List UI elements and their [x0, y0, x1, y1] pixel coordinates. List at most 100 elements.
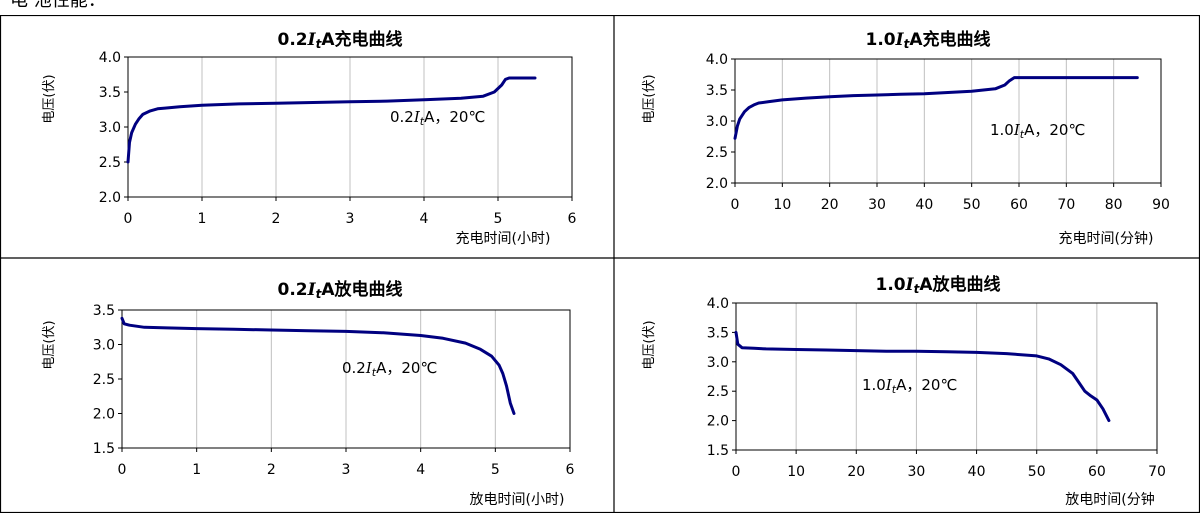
chart-2: 2.02.53.03.54.00 10 20 30 40 50 60 70 80 901.0ItA… — [642, 29, 1170, 247]
x-tick-label: 70 — [1148, 464, 1166, 480]
chart-title: 1.0ItA放电曲线 — [876, 274, 1001, 296]
x-tick-label: 0 — [732, 464, 741, 480]
annotation: 0.2ItA，20℃ — [390, 108, 485, 128]
y-axis-label: 电压(伏) — [42, 320, 57, 369]
x-tick-label: 4 — [420, 211, 429, 227]
annotation-subscript-t: t — [420, 115, 425, 128]
plot-area — [735, 302, 1158, 451]
annotation: 0.2ItA，20℃ — [342, 359, 437, 379]
annotation-rest: A，20℃ — [896, 376, 957, 394]
annotation-subscript-t: t — [892, 383, 897, 396]
annotation-italic-i: I — [885, 376, 893, 394]
x-tick-label: 70 — [1057, 197, 1075, 213]
annotation-number: 0.2 — [342, 359, 366, 377]
chart-title-italic-i: I — [307, 280, 317, 300]
chart-title-rest: A放电曲线 — [919, 274, 1000, 295]
x-axis-label: 放电时间(小时) — [470, 492, 565, 508]
chart-title-rest: A充电曲线 — [909, 29, 990, 50]
x-tick-label: 50 — [963, 197, 981, 213]
x-tick-label: 20 — [821, 197, 839, 213]
y-tick-label: 2.0 — [707, 414, 729, 430]
x-axis-label: 放电时间(分钟 — [1065, 491, 1154, 508]
x-tick-label: 0 — [124, 211, 133, 227]
chart-title: 0.2ItA充电曲线 — [278, 29, 403, 51]
annotation-rest: A，20℃ — [1024, 121, 1085, 139]
y-axis-label: 电压(伏) — [642, 74, 657, 123]
x-tick-label: 6 — [568, 211, 577, 227]
chart-3: 1.52.02.53.03.50 1 2 3 4 5 60.2ItA放电曲线0.2ItA，2… — [42, 279, 575, 508]
x-tick-label: 60 — [1010, 197, 1028, 213]
series-line-1 — [733, 76, 1139, 140]
x-tick-label: 10 — [787, 464, 805, 480]
x-tick-label: 3 — [342, 462, 351, 478]
annotation-subscript-t: t — [1020, 128, 1025, 141]
y-tick-label: 1.5 — [93, 441, 115, 457]
y-axis-label: 电压(伏) — [42, 74, 57, 123]
x-axis-label: 充电时间(小时) — [456, 231, 551, 247]
annotation-number: 1.0 — [990, 121, 1014, 139]
y-tick-label: 4.0 — [99, 50, 121, 66]
x-tick-label: 1 — [192, 462, 201, 478]
x-tick-label: 40 — [968, 464, 986, 480]
chart-title-italic-i: I — [895, 30, 905, 50]
x-tick-label: 80 — [1105, 197, 1123, 213]
chart-title-number: 1.0 — [866, 30, 896, 50]
x-tick-label: 50 — [1028, 464, 1046, 480]
annotation-rest: A，20℃ — [376, 359, 437, 377]
y-tick-label: 1.5 — [707, 443, 729, 459]
chart-4: 1.52.02.53.03.54.00 10 20 30 40 50 60 701.0ItA放… — [642, 274, 1166, 508]
annotation: 1.0ItA，20℃ — [990, 121, 1085, 141]
x-tick-label: 30 — [868, 197, 886, 213]
x-tick-label: 30 — [908, 464, 926, 480]
chart-title: 1.0ItA充电曲线 — [866, 29, 991, 51]
y-tick-label: 3.0 — [706, 114, 728, 130]
y-tick-label: 2.0 — [99, 190, 121, 206]
chart-title-number: 0.2 — [278, 280, 308, 300]
chart-title: 0.2ItA放电曲线 — [278, 279, 403, 301]
chart-title-rest: A放电曲线 — [321, 279, 402, 300]
annotation-italic-i: I — [1013, 121, 1021, 139]
x-tick-label: 3 — [346, 211, 355, 227]
annotation-italic-i: I — [413, 108, 421, 126]
x-tick-label: 2 — [272, 211, 281, 227]
chart-title-subscript-t: t — [316, 287, 323, 301]
x-tick-label: 40 — [915, 197, 933, 213]
series-line-1 — [734, 330, 1111, 423]
y-tick-label: 2.5 — [99, 155, 121, 171]
y-tick-label: 3.0 — [707, 355, 729, 371]
y-axis-label: 电压(伏) — [642, 320, 657, 369]
chart-title-subscript-t: t — [316, 37, 323, 51]
annotation-number: 0.2 — [390, 108, 414, 126]
y-tick-label: 3.5 — [99, 85, 121, 101]
y-tick-label: 3.5 — [93, 303, 115, 319]
annotation-italic-i: I — [365, 359, 373, 377]
chart-title-italic-i: I — [905, 275, 915, 295]
x-tick-label: 90 — [1152, 197, 1170, 213]
series-line-1 — [126, 76, 537, 164]
x-axis-label: 充电时间(分钟) — [1059, 230, 1154, 247]
page-heading: 电 池性能： — [10, 0, 106, 11]
x-tick-label: 4 — [416, 462, 425, 478]
x-tick-label: 10 — [773, 197, 791, 213]
series-line-1 — [120, 316, 516, 415]
x-tick-label: 5 — [494, 211, 503, 227]
x-tick-label: 2 — [267, 462, 276, 478]
chart-title-subscript-t: t — [904, 37, 911, 51]
annotation-subscript-t: t — [372, 366, 377, 379]
chart-title-subscript-t: t — [914, 282, 921, 296]
chart-title-rest: A充电曲线 — [321, 29, 402, 50]
y-tick-label: 3.0 — [99, 120, 121, 136]
x-tick-label: 60 — [1088, 464, 1106, 480]
x-tick-label: 20 — [847, 464, 865, 480]
y-tick-label: 2.5 — [93, 372, 115, 388]
charts-frame: 2.02.53.03.54.00 1 2 3 4 5 60.2ItA充电曲线0.2ItA，2… — [0, 15, 1200, 513]
chart-title-number: 1.0 — [876, 275, 906, 295]
y-tick-label: 4.0 — [707, 296, 729, 312]
y-tick-label: 3.0 — [93, 338, 115, 354]
x-tick-label: 0 — [731, 197, 740, 213]
chart-title-italic-i: I — [307, 30, 317, 50]
y-tick-label: 2.0 — [706, 176, 728, 192]
annotation-rest: A，20℃ — [424, 108, 485, 126]
x-tick-label: 1 — [198, 211, 207, 227]
charts-layer: 2.02.53.03.54.00 1 2 3 4 5 60.2ItA充电曲线0.2ItA，2… — [42, 29, 1170, 508]
